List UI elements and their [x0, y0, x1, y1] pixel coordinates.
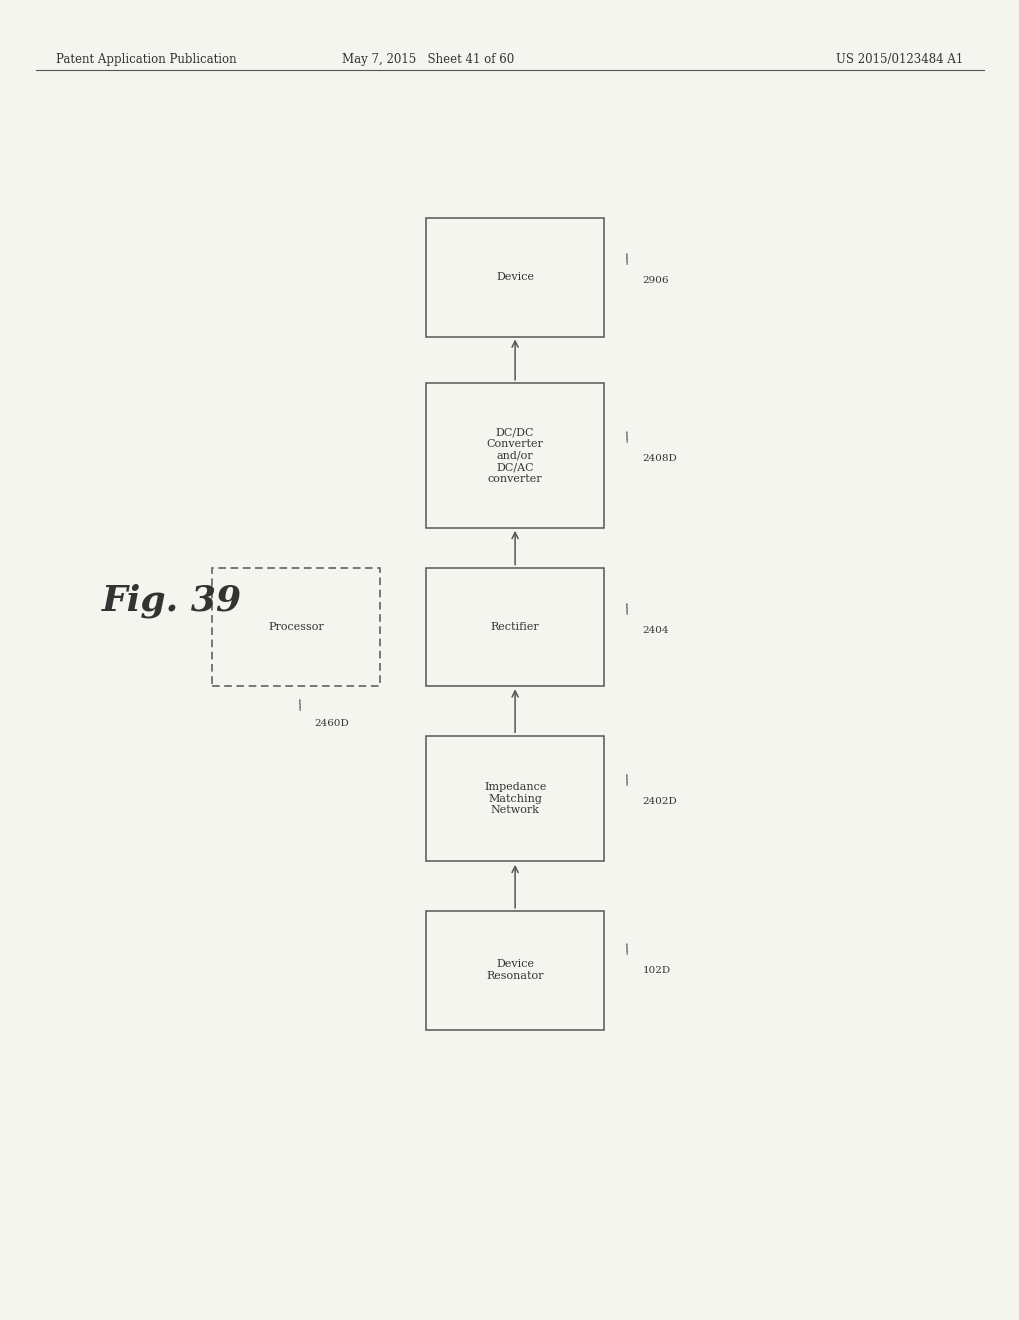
Text: Device
Resonator: Device Resonator [486, 960, 543, 981]
Text: Rectifier: Rectifier [490, 622, 539, 632]
Text: Patent Application Publication: Patent Application Publication [56, 53, 236, 66]
FancyBboxPatch shape [426, 911, 603, 1030]
Text: DC/DC
Converter
and/or
DC/AC
converter: DC/DC Converter and/or DC/AC converter [486, 428, 543, 483]
FancyBboxPatch shape [426, 737, 603, 861]
Text: 2402D: 2402D [642, 797, 677, 807]
Text: /: / [297, 700, 305, 713]
Text: May 7, 2015   Sheet 41 of 60: May 7, 2015 Sheet 41 of 60 [342, 53, 514, 66]
Text: US 2015/0123484 A1: US 2015/0123484 A1 [836, 53, 963, 66]
FancyBboxPatch shape [212, 568, 379, 686]
FancyBboxPatch shape [426, 218, 603, 337]
Text: Device: Device [495, 272, 534, 282]
Text: /: / [623, 603, 631, 616]
Text: Processor: Processor [268, 622, 323, 632]
FancyBboxPatch shape [426, 568, 603, 686]
Text: 2404: 2404 [642, 626, 668, 635]
Text: Fig. 39: Fig. 39 [102, 583, 242, 618]
Text: 2408D: 2408D [642, 454, 677, 463]
Text: 2460D: 2460D [314, 719, 348, 729]
Text: 2906: 2906 [642, 276, 668, 285]
Text: 102D: 102D [642, 966, 671, 975]
Text: /: / [623, 775, 631, 788]
FancyBboxPatch shape [426, 383, 603, 528]
Text: /: / [623, 253, 631, 267]
Text: /: / [623, 432, 631, 445]
Text: /: / [623, 944, 631, 957]
Text: Impedance
Matching
Network: Impedance Matching Network [483, 781, 546, 816]
